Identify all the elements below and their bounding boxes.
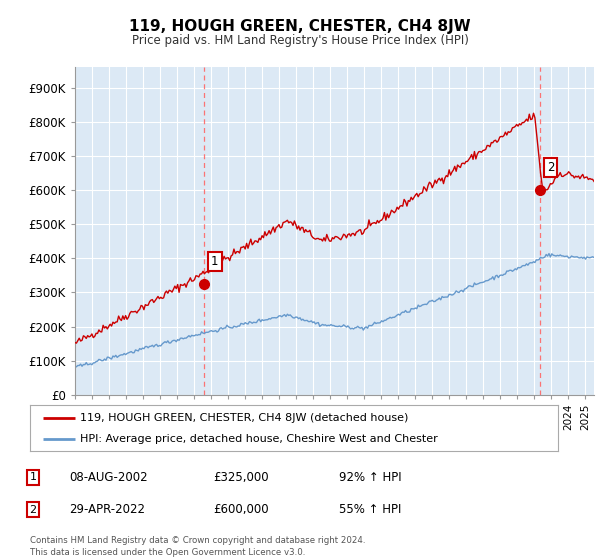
Text: £325,000: £325,000	[213, 470, 269, 484]
Text: 29-APR-2022: 29-APR-2022	[69, 503, 145, 516]
Text: 2: 2	[29, 505, 37, 515]
Text: HPI: Average price, detached house, Cheshire West and Chester: HPI: Average price, detached house, Ches…	[80, 435, 438, 444]
Text: 92% ↑ HPI: 92% ↑ HPI	[339, 470, 401, 484]
Text: £600,000: £600,000	[213, 503, 269, 516]
Text: 55% ↑ HPI: 55% ↑ HPI	[339, 503, 401, 516]
Text: 119, HOUGH GREEN, CHESTER, CH4 8JW (detached house): 119, HOUGH GREEN, CHESTER, CH4 8JW (deta…	[80, 413, 409, 423]
Text: 1: 1	[211, 255, 218, 268]
Text: 2: 2	[547, 161, 554, 174]
Text: Price paid vs. HM Land Registry's House Price Index (HPI): Price paid vs. HM Land Registry's House …	[131, 34, 469, 47]
Text: 119, HOUGH GREEN, CHESTER, CH4 8JW: 119, HOUGH GREEN, CHESTER, CH4 8JW	[129, 20, 471, 34]
Text: Contains HM Land Registry data © Crown copyright and database right 2024.
This d: Contains HM Land Registry data © Crown c…	[30, 536, 365, 557]
Text: 1: 1	[29, 472, 37, 482]
Text: 08-AUG-2002: 08-AUG-2002	[69, 470, 148, 484]
